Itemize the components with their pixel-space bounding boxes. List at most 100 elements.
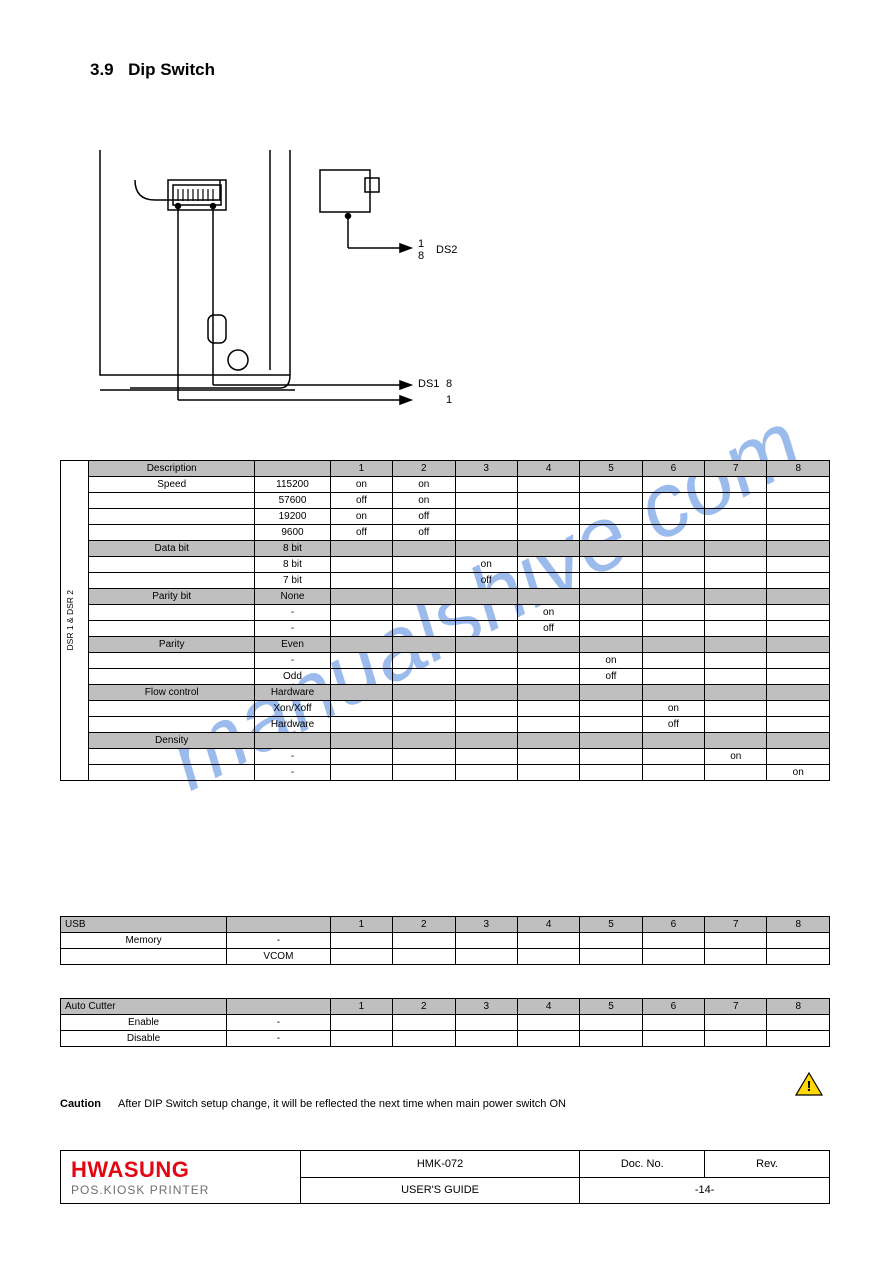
- cell: Enable: [61, 1015, 227, 1031]
- cell: 1: [330, 999, 392, 1015]
- cell: [580, 605, 642, 621]
- cell: [393, 605, 455, 621]
- cell: [642, 685, 704, 701]
- cell: [455, 717, 517, 733]
- cell: -: [255, 605, 330, 621]
- cell: [705, 933, 767, 949]
- footer-model: HMK-072: [300, 1151, 580, 1178]
- ds2-number-8: 8: [418, 250, 424, 262]
- cell: None: [255, 589, 330, 605]
- cell: [705, 949, 767, 965]
- cell: [580, 589, 642, 605]
- cell: Speed: [89, 477, 255, 493]
- cell: [330, 717, 392, 733]
- cell: [580, 509, 642, 525]
- cell: [580, 717, 642, 733]
- cell: [705, 589, 767, 605]
- autocut-table: Auto Cutter12345678Enable-Disable-: [60, 998, 830, 1047]
- cell: -: [227, 933, 331, 949]
- footer-brand-sub: POS.KIOSK PRINTER: [71, 1183, 290, 1197]
- cell: Disable: [61, 1031, 227, 1047]
- cell: [517, 765, 579, 781]
- cell: [642, 477, 704, 493]
- cell: off: [330, 525, 392, 541]
- cell: off: [580, 669, 642, 685]
- cell: [580, 685, 642, 701]
- autocut-table-container: Auto Cutter12345678Enable-Disable-: [60, 998, 830, 1047]
- cell: [767, 557, 830, 573]
- cell: [642, 765, 704, 781]
- cell: [767, 637, 830, 653]
- cell: [330, 669, 392, 685]
- cell: 1: [330, 917, 392, 933]
- cell: [393, 1031, 455, 1047]
- cell: [517, 509, 579, 525]
- cell: [330, 949, 392, 965]
- cell: [767, 1015, 830, 1031]
- cell: [580, 733, 642, 749]
- table-row: Auto Cutter12345678: [61, 999, 830, 1015]
- cell: [227, 999, 331, 1015]
- table-row: Data bit8 bit: [61, 541, 830, 557]
- cell: [767, 573, 830, 589]
- cell: 8 bit: [255, 557, 330, 573]
- cell: -: [227, 1015, 331, 1031]
- cell: [393, 557, 455, 573]
- cell: [580, 525, 642, 541]
- cell: 5: [580, 999, 642, 1015]
- cell: [767, 669, 830, 685]
- table-row: 9600offoff: [61, 525, 830, 541]
- cell: [227, 917, 331, 933]
- cell: -: [255, 621, 330, 637]
- cell: [642, 949, 704, 965]
- cell: Parity bit: [89, 589, 255, 605]
- cell: on: [393, 477, 455, 493]
- cell: [517, 1015, 579, 1031]
- cell: [580, 477, 642, 493]
- cell: off: [642, 717, 704, 733]
- cell: 4: [517, 917, 579, 933]
- cell: -: [255, 749, 330, 765]
- cell: -: [255, 765, 330, 781]
- cell: [767, 493, 830, 509]
- cell: [580, 933, 642, 949]
- cell: 3: [455, 917, 517, 933]
- cell: [393, 653, 455, 669]
- cell: [455, 933, 517, 949]
- cell: [455, 685, 517, 701]
- cell: [580, 557, 642, 573]
- cell: [517, 669, 579, 685]
- cell: [89, 717, 255, 733]
- dsr-left-title: DSR 1 & DSR 2: [61, 461, 89, 781]
- cell: [642, 573, 704, 589]
- section-heading: 3.9 Dip Switch: [90, 60, 215, 80]
- table-row: Xon/Xoffon: [61, 701, 830, 717]
- cell: off: [330, 493, 392, 509]
- table-row: Density: [61, 733, 830, 749]
- cell: [393, 733, 455, 749]
- cell: [705, 1031, 767, 1047]
- cell: [455, 589, 517, 605]
- cell: [455, 701, 517, 717]
- table-row: -on: [61, 765, 830, 781]
- small-table-title: USB: [61, 917, 227, 933]
- cell: [455, 765, 517, 781]
- cell: 2: [393, 999, 455, 1015]
- cell: on: [330, 509, 392, 525]
- footer-brand: HWASUNG: [71, 1157, 290, 1183]
- cell: [89, 653, 255, 669]
- cell: [455, 477, 517, 493]
- cell: [705, 669, 767, 685]
- cell: [517, 701, 579, 717]
- cell: [330, 653, 392, 669]
- cell: [455, 637, 517, 653]
- cell: [393, 949, 455, 965]
- cell: [393, 589, 455, 605]
- table-row: Hardwareoff: [61, 717, 830, 733]
- cell: [517, 477, 579, 493]
- cell: on: [330, 477, 392, 493]
- cell: [517, 685, 579, 701]
- cell: [580, 637, 642, 653]
- cell: 7: [705, 461, 767, 477]
- cell: 8: [767, 917, 830, 933]
